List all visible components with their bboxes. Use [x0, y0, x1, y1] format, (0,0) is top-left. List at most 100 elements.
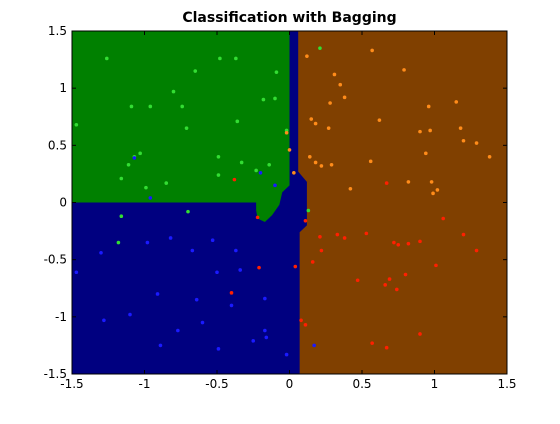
- data-point: [299, 318, 303, 323]
- data-point: [355, 278, 360, 283]
- data-point: [255, 215, 260, 220]
- data-point: [384, 345, 389, 350]
- data-point: [235, 119, 240, 124]
- data-point: [119, 176, 124, 181]
- data-point: [402, 68, 406, 72]
- data-point: [229, 291, 234, 295]
- data-point: [74, 270, 79, 275]
- x-tick-label: -1: [139, 377, 151, 391]
- data-point: [426, 104, 431, 109]
- y-tick-label: -1: [55, 310, 67, 324]
- data-point: [264, 335, 269, 340]
- data-point: [319, 248, 324, 253]
- data-point: [158, 343, 163, 348]
- data-point: [313, 160, 318, 165]
- data-point: [148, 196, 153, 200]
- data-point: [216, 154, 221, 159]
- data-point: [441, 216, 446, 221]
- data-point: [234, 56, 238, 61]
- data-point: [251, 339, 256, 343]
- data-point: [377, 118, 382, 122]
- chart-title: Classification with Bagging: [182, 10, 396, 26]
- data-point: [474, 248, 479, 253]
- data-point: [329, 162, 334, 167]
- data-point: [458, 126, 463, 130]
- y-tick-label: 1.5: [48, 24, 67, 38]
- y-tick-label: 0.5: [48, 138, 67, 152]
- data-point: [229, 303, 234, 308]
- data-point: [308, 154, 312, 159]
- data-point: [305, 54, 309, 58]
- data-point: [428, 128, 432, 133]
- data-point: [105, 56, 109, 61]
- data-point: [218, 56, 222, 61]
- data-point: [239, 160, 244, 165]
- data-point: [424, 151, 428, 156]
- data-point: [176, 328, 180, 333]
- data-point: [326, 126, 331, 130]
- data-point: [184, 126, 189, 130]
- data-point: [274, 70, 279, 74]
- data-point: [129, 104, 134, 109]
- data-point: [348, 186, 353, 191]
- y-tick-label: -1.5: [44, 367, 67, 381]
- data-point: [396, 243, 401, 247]
- data-point: [257, 265, 261, 270]
- data-point: [384, 181, 389, 185]
- data-point: [119, 214, 124, 219]
- data-point: [193, 69, 198, 73]
- data-point: [116, 240, 121, 245]
- data-point: [254, 168, 258, 173]
- data-point: [293, 264, 298, 269]
- data-point: [261, 97, 266, 102]
- data-point: [232, 177, 237, 182]
- y-tick-label: -0.5: [44, 253, 67, 267]
- data-point: [429, 180, 434, 184]
- data-point: [318, 235, 322, 239]
- data-point: [303, 218, 308, 223]
- data-point: [383, 283, 388, 287]
- data-point: [200, 320, 205, 325]
- data-point: [186, 209, 190, 214]
- data-point: [306, 208, 311, 213]
- x-tick-label: 0.5: [352, 377, 371, 391]
- y-tick-label: 0: [59, 196, 67, 210]
- data-point: [332, 72, 337, 77]
- data-point: [434, 263, 438, 268]
- data-point: [474, 141, 479, 145]
- data-point: [216, 173, 221, 177]
- data-point: [338, 82, 343, 87]
- data-point: [215, 270, 219, 275]
- data-point: [310, 260, 315, 264]
- data-point: [313, 121, 318, 126]
- data-point: [164, 181, 169, 185]
- data-point: [145, 240, 150, 245]
- decision-region: [72, 31, 290, 222]
- data-point: [216, 347, 221, 351]
- data-point: [292, 170, 296, 175]
- data-point: [194, 297, 199, 302]
- data-point: [190, 248, 195, 253]
- data-point: [418, 129, 422, 134]
- data-point: [102, 318, 106, 323]
- y-tick-label: 1: [59, 81, 67, 95]
- data-point: [138, 151, 142, 156]
- data-point: [319, 164, 324, 168]
- data-point: [487, 154, 492, 159]
- data-point: [128, 312, 132, 317]
- data-point: [180, 104, 184, 109]
- plot-area: [72, 31, 507, 374]
- data-point: [126, 162, 131, 167]
- data-point: [342, 236, 347, 240]
- data-point: [273, 96, 277, 101]
- data-point: [263, 328, 267, 333]
- data-point: [312, 343, 316, 348]
- data-point: [454, 100, 459, 104]
- decision-region: [298, 31, 507, 374]
- x-tick-label: 1: [431, 377, 439, 391]
- data-point: [273, 183, 277, 188]
- data-point: [267, 162, 272, 167]
- data-point: [148, 104, 153, 109]
- x-tick-label: -0.5: [205, 377, 228, 391]
